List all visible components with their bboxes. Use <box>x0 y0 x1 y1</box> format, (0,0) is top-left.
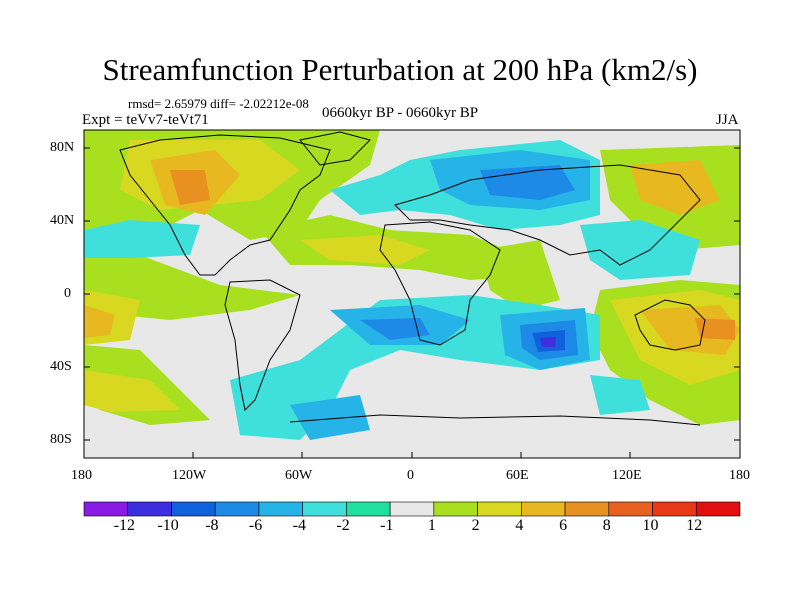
lon-label-180w: 180 <box>71 468 92 483</box>
colorbar-swatch <box>214 501 260 517</box>
colorbar-swatch <box>695 501 741 517</box>
stats-text: rmsd= 2.65979 diff= -2.02212e-08 <box>128 96 309 111</box>
lon-label-60w: 60W <box>285 468 313 483</box>
colorbar-label: 12 <box>686 517 703 534</box>
colorbar-label: -2 <box>336 517 350 534</box>
lon-label-180e: 180 <box>729 468 750 483</box>
colorbar-label: 1 <box>427 517 436 534</box>
colorbar-swatch <box>302 501 347 517</box>
colorbar-swatch <box>477 501 522 517</box>
colorbar-label: 4 <box>515 517 524 534</box>
colorbar-label: 10 <box>642 517 659 534</box>
colorbar-label: -10 <box>157 517 179 534</box>
lat-label-80n: 80N <box>50 140 75 155</box>
colorbar-swatch <box>521 501 566 517</box>
season-label: JJA <box>716 112 739 128</box>
lat-label-80s: 80S <box>50 432 72 447</box>
colorbar-label: -12 <box>113 517 136 534</box>
colorbar-label: -4 <box>292 517 306 534</box>
colorbar-swatch <box>258 501 303 517</box>
colorbar <box>83 501 741 517</box>
colorbar-label: 6 <box>559 517 568 534</box>
colorbar-swatch <box>83 501 129 517</box>
lat-label-40s: 40S <box>50 359 72 374</box>
lat-label-0: 0 <box>64 286 71 301</box>
colorbar-swatch <box>389 501 435 517</box>
colorbar-swatch <box>652 501 697 517</box>
lon-label-120e: 120E <box>612 468 642 483</box>
coastlines <box>119 131 706 426</box>
axis-ticks <box>83 147 741 458</box>
lat-label-40n: 40N <box>50 213 75 228</box>
colorbar-label: 2 <box>471 517 480 534</box>
colorbar-swatch <box>127 501 172 517</box>
colorbar-label: -6 <box>248 517 263 534</box>
lon-label-60e: 60E <box>506 468 529 483</box>
colorbar-swatch <box>564 501 610 517</box>
colorbar-label: -8 <box>205 517 219 534</box>
lon-label-120w: 120W <box>172 468 207 483</box>
colorbar-swatch <box>433 501 478 517</box>
colorbar-swatch <box>608 501 653 517</box>
colorbar-label: -1 <box>380 517 394 534</box>
colorbar-swatch <box>171 501 216 517</box>
lon-label-0: 0 <box>407 468 414 483</box>
period-label: 0660kyr BP - 0660kyr BP <box>322 105 479 121</box>
experiment-label: Expt = teVv7-teVt71 <box>82 112 209 128</box>
chart-title: Streamfunction Perturbation at 200 hPa (… <box>102 52 698 87</box>
contour-field <box>84 130 740 458</box>
colorbar-swatch <box>346 501 391 517</box>
colorbar-label: 8 <box>602 517 611 534</box>
